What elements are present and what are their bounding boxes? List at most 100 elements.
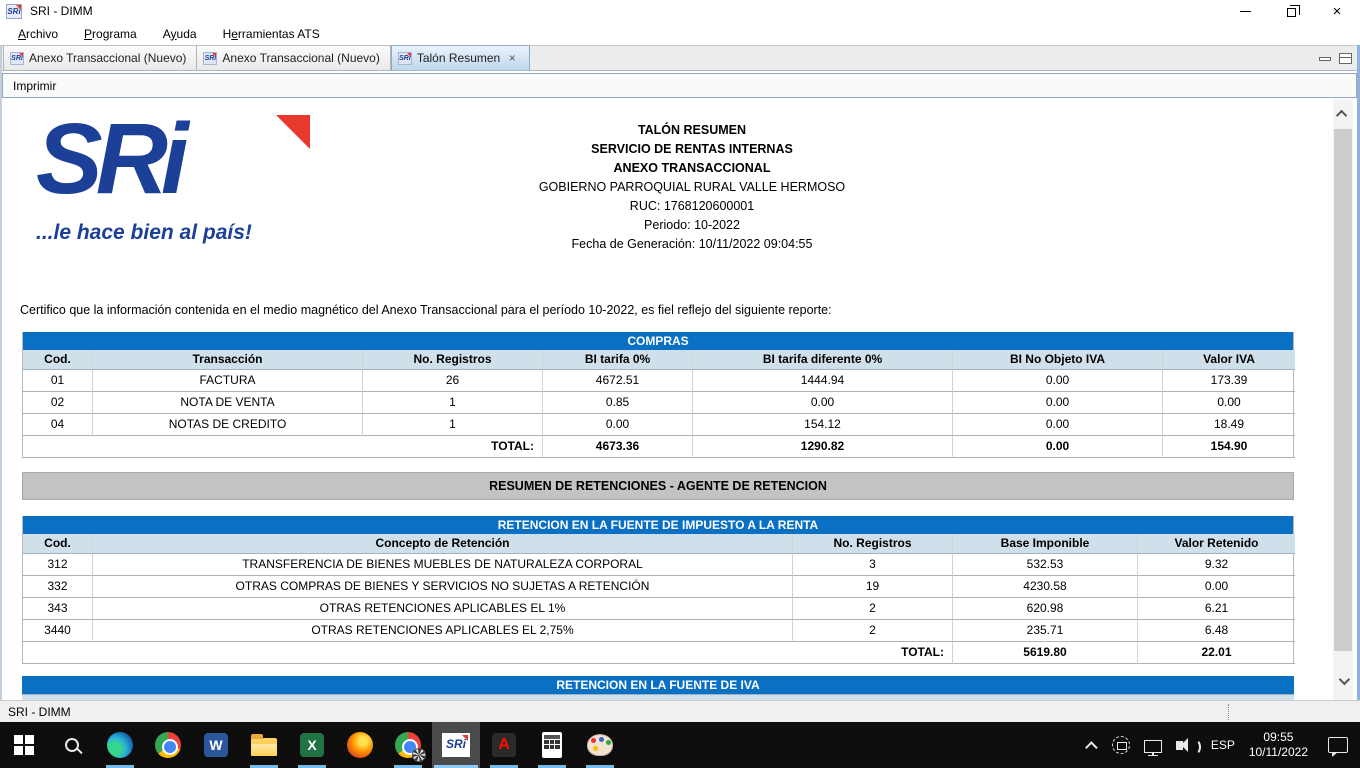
menu-label-part: rchivo [26,26,59,41]
cell: 332 [23,576,93,598]
cell: OTRAS COMPRAS DE BIENES Y SERVICIOS NO S… [93,576,793,598]
cell: 04 [23,414,93,436]
file-explorer-icon [251,734,277,756]
cell: 26 [363,370,543,392]
cell: 4672.51 [543,370,693,392]
tab-close-icon[interactable]: × [508,51,516,65]
cell: 0.00 [693,392,953,414]
sri-logo-tagline: ...le hace bien al país! [36,221,252,244]
tab-label: Anexo Transaccional (Nuevo) [222,51,380,65]
cell: OTRAS RETENCIONES APLICABLES EL 2,75% [93,620,793,642]
minimize-button[interactable] [1222,0,1268,22]
edge-icon [107,732,133,758]
start-button[interactable] [0,722,48,768]
window-title: SRI - DIMM [30,4,93,18]
minimize-pane-icon[interactable] [1319,56,1331,61]
renta-total-row: TOTAL: 5619.80 22.01 [23,642,1295,664]
window-controls: × [1222,0,1360,22]
cell: 19 [793,576,953,598]
cell: 620.98 [953,598,1138,620]
cell: 2 [793,598,953,620]
report-subtitle: ANEXO TRANSACCIONAL [613,161,771,175]
tray-time: 09:55 [1263,730,1294,744]
resumen-retenciones-banner: RESUMEN DE RETENCIONES - AGENTE DE RETEN… [22,472,1294,500]
restore-button[interactable] [1268,0,1314,22]
cell: 2 [793,620,953,642]
menu-archivo[interactable]: Archivo [8,24,68,44]
sri-tab-icon: SRi [10,51,24,65]
column-header: Concepto de Retención [93,534,793,554]
cell: 6.21 [1138,598,1295,620]
chevron-down-icon [1338,673,1351,686]
column-header: No. Registros [793,534,953,554]
cell: 1 [363,392,543,414]
tab-anexo-transaccional-2[interactable]: SRi Anexo Transaccional (Nuevo) [197,45,391,70]
table-row: 343 OTRAS RETENCIONES APLICABLES EL 1% 2… [23,598,1295,620]
total-label: TOTAL: [23,436,543,458]
action-center-icon[interactable] [1328,737,1348,757]
running-indicator [586,765,614,768]
scroll-down-button[interactable] [1333,670,1353,692]
minimize-icon [1239,10,1251,12]
menu-access-key: P [84,26,93,41]
taskbar-chrome-button[interactable] [144,722,192,768]
sri-tab-icon: SRi [203,51,218,65]
column-header: BI No Objeto IVA [953,350,1163,370]
taskbar-adobe-reader-button[interactable]: A [480,722,528,768]
excel-icon: X [300,733,324,757]
restore-icon [1286,4,1300,17]
tray-overflow-chevron-icon[interactable] [1084,740,1098,754]
table-row: 02 NOTA DE VENTA 1 0.85 0.00 0.00 0.00 [23,392,1295,414]
menu-ayuda[interactable]: Ayuda [153,24,207,44]
close-icon: × [1332,2,1342,20]
running-indicator [394,765,422,768]
sri-logo-red-triangle [276,115,310,149]
cell: 343 [23,598,93,620]
close-button[interactable]: × [1314,0,1360,22]
taskbar-excel-button[interactable]: X [288,722,336,768]
tray-cast-icon[interactable] [1111,736,1130,754]
app-icon: SRi [6,3,22,19]
retencion-iva-title: RETENCION EN LA FUENTE DE IVA [22,676,1294,694]
menu-label-part: uda [176,26,197,41]
search-icon [65,738,79,752]
running-indicator [106,765,134,768]
taskbar-calculator-button[interactable] [528,722,576,768]
taskbar-edge-button[interactable] [96,722,144,768]
taskbar-paint-button[interactable] [576,722,624,768]
tray-network-icon[interactable] [1143,739,1162,756]
menu-access-key: e [231,26,238,41]
total-label: TOTAL: [23,642,953,664]
taskbar-search-button[interactable] [48,722,96,768]
taskbar-file-explorer-button[interactable] [240,722,288,768]
cell: 02 [23,392,93,414]
taskbar-chrome-profile-button[interactable] [384,722,432,768]
menu-herramientas-ats[interactable]: Herramientas ATS [213,24,330,44]
adobe-reader-icon: A [492,733,516,757]
taskbar-word-button[interactable]: W [192,722,240,768]
scrollbar-thumb[interactable] [1334,129,1352,651]
sri-dimm-icon: SRi [442,733,470,757]
column-header: BI tarifa 0% [543,350,693,370]
column-header: Transacción [93,350,363,370]
cell: 0.85 [543,392,693,414]
compras-header-row: Cod. Transacción No. Registros BI tarifa… [23,350,1295,370]
tray-clock[interactable]: 09:55 10/11/2022 [1249,730,1308,760]
column-header: Cod. [23,534,93,554]
tray-language-indicator[interactable]: ESP [1210,738,1235,752]
column-header: Valor Retenido [1138,534,1295,554]
tab-talon-resumen[interactable]: SRi Talón Resumen × [390,45,531,70]
tray-volume-icon[interactable] [1175,737,1201,755]
toolbar: Imprimir [2,73,1357,98]
scroll-up-button[interactable] [1333,103,1353,125]
menu-programa[interactable]: Programa [74,24,147,44]
taskbar-sri-dimm-button[interactable]: SRi [432,722,480,768]
taskbar-firefox-button[interactable] [336,722,384,768]
tab-anexo-transaccional-1[interactable]: SRi Anexo Transaccional (Nuevo) [3,45,198,70]
total-value: 4673.36 [543,436,693,458]
imprimir-button[interactable]: Imprimir [13,78,57,93]
column-header: Cod. [23,350,93,370]
generation-date-line: Fecha de Generación: 10/11/2022 09:04:55 [571,237,813,251]
maximize-pane-icon[interactable] [1339,53,1352,64]
vertical-scrollbar[interactable] [1333,99,1353,700]
